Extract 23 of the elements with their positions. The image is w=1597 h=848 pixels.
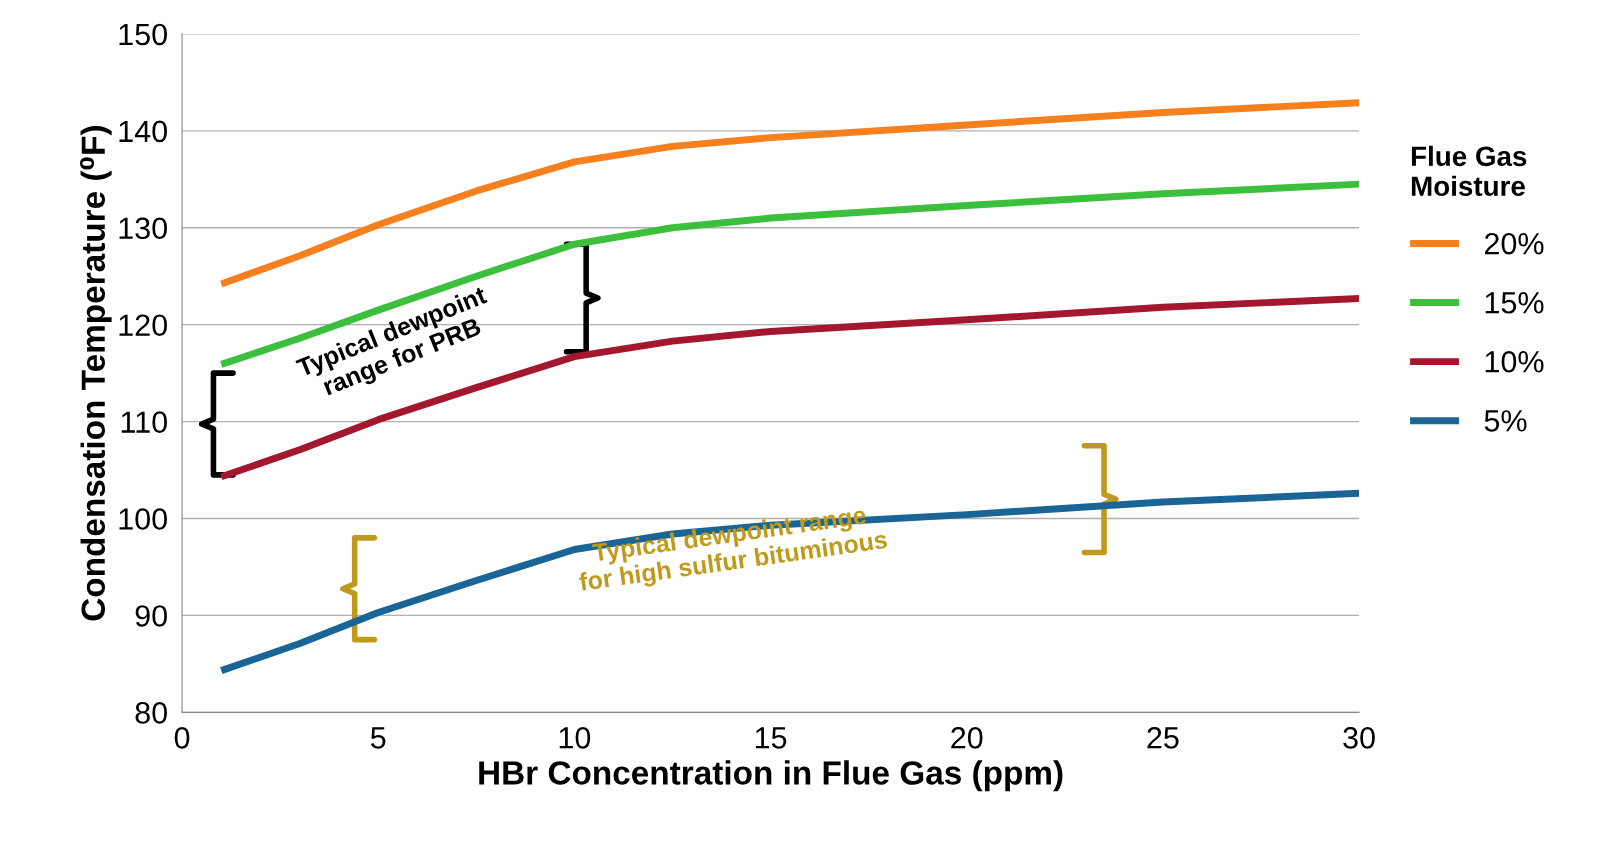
x-axis-title: HBr Concentration in Flue Gas (ppm) xyxy=(479,760,1063,792)
y-tick-label: 150 xyxy=(119,23,167,46)
y-tick-label: 130 xyxy=(119,217,167,240)
y-tick-label: 110 xyxy=(121,411,167,433)
x-tick-label: 0 xyxy=(174,727,190,749)
legend-title: Flue Gas Moisture xyxy=(1411,145,1527,197)
y-tick-label: 120 xyxy=(119,314,167,337)
legend-label: 10% xyxy=(1485,350,1544,373)
y-tick-label: 100 xyxy=(119,508,167,530)
x-tick-label: 5 xyxy=(370,727,386,749)
x-tick-label: 25 xyxy=(1147,727,1179,749)
y-axis-title: Condensation Temperature (⁰F) xyxy=(79,126,112,621)
x-tick-label: 10 xyxy=(559,727,591,749)
legend-label: 15% xyxy=(1485,292,1544,314)
legend-label: 5% xyxy=(1484,410,1527,432)
y-tick-label: 90 xyxy=(135,605,167,627)
annotation: Typical dewpoint range for high sulfur bituminous xyxy=(578,505,889,597)
y-tick-label: 80 xyxy=(135,702,167,724)
x-tick-label: 30 xyxy=(1343,727,1375,749)
y-tick-label: 140 xyxy=(119,120,167,143)
x-tick-label: 15 xyxy=(755,727,787,749)
x-tick-label: 20 xyxy=(951,727,983,749)
legend-label: 20% xyxy=(1484,232,1544,255)
